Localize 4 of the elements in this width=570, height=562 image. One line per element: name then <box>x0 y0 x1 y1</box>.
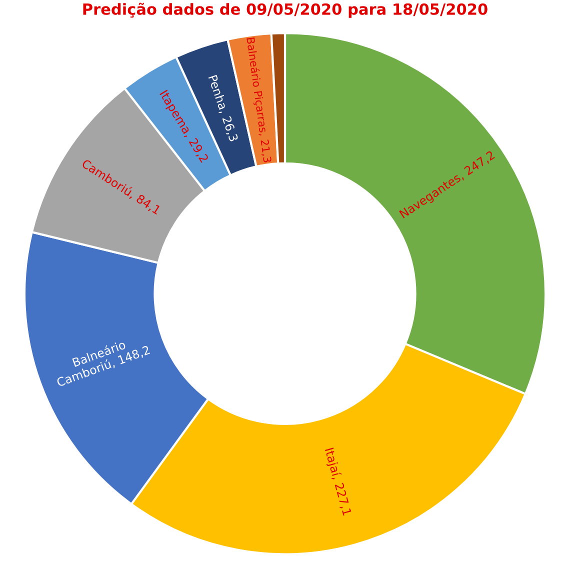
slice-label: Penha, 26,3 <box>207 74 239 142</box>
slice-label: Balneário Piçarras, 21,3 <box>244 37 272 163</box>
slice-label: Itajaí, 227,1 <box>322 447 352 516</box>
chart-title: Predição dados de 09/05/2020 para 18/05/2020 <box>83 2 488 18</box>
